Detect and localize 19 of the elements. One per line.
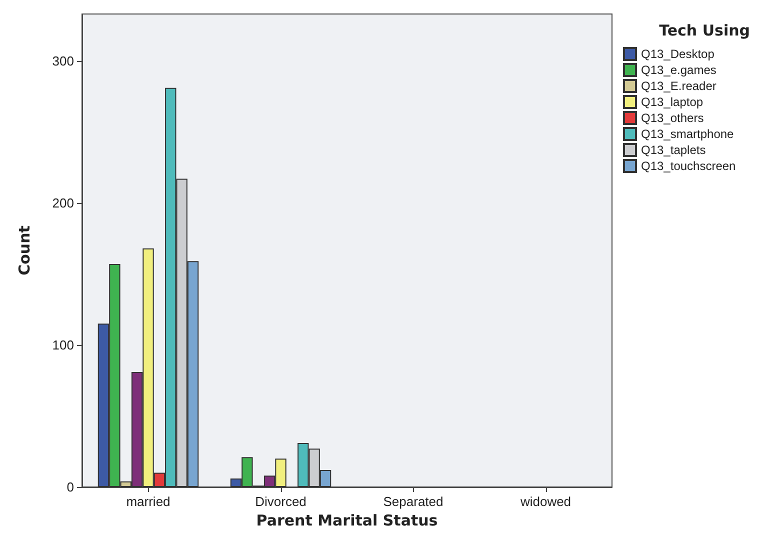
legend-title: Tech Using — [659, 22, 750, 40]
x-tick-label: Divorced — [255, 494, 306, 509]
legend-label: Q13_laptop — [641, 95, 704, 109]
legend-label: Q13_others — [641, 111, 704, 125]
x-axis-title: Parent Marital Status — [256, 512, 438, 530]
y-tick-label: 300 — [52, 53, 74, 68]
legend-label: Q13_Desktop — [641, 47, 715, 61]
x-tick-label: widowed — [519, 494, 572, 509]
y-tick-label: 100 — [52, 337, 74, 352]
legend-label: Q13_e.games — [641, 63, 716, 77]
legend-label: Q13_touchscreen — [641, 159, 736, 173]
legend-label: Q13_smartphone — [641, 127, 734, 141]
y-tick-label: 0 — [66, 480, 74, 494]
y-tick-label: 200 — [52, 195, 74, 210]
legend-label: Q13_taplets — [641, 143, 706, 157]
x-tick-label: Separated — [383, 494, 444, 509]
legend-label: Q13_E.reader — [641, 79, 716, 93]
y-axis-title: Count — [16, 226, 34, 276]
x-tick-label: married — [126, 494, 170, 509]
